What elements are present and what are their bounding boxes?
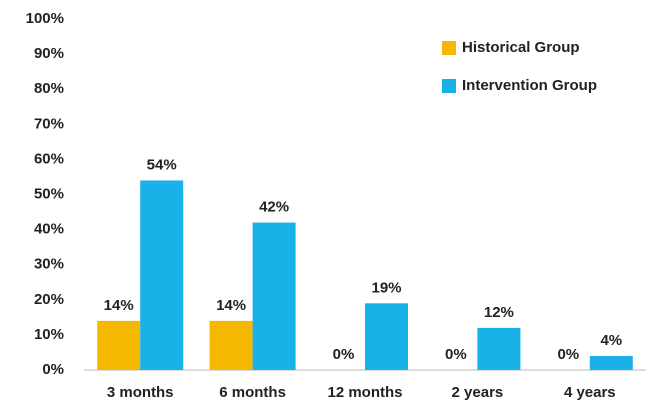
data-label: 12% <box>484 304 514 321</box>
data-label: 4% <box>600 332 622 349</box>
data-label: 14% <box>216 297 246 314</box>
data-label: 0% <box>557 346 579 363</box>
legend-label: Intervention Group <box>462 77 597 94</box>
y-tick-label: 80% <box>34 80 64 97</box>
legend-swatch <box>442 79 456 93</box>
data-label: 19% <box>371 279 401 296</box>
y-tick-label: 10% <box>34 326 64 343</box>
y-tick-label: 70% <box>34 115 64 132</box>
y-tick-label: 100% <box>26 10 64 27</box>
y-tick-label: 90% <box>34 45 64 62</box>
data-label: 14% <box>104 297 134 314</box>
x-tick-label: 2 years <box>452 384 504 401</box>
x-tick-label: 6 months <box>219 384 286 401</box>
legend-label: Historical Group <box>462 39 580 56</box>
bar <box>97 320 141 370</box>
bar <box>365 303 408 370</box>
data-label: 0% <box>333 346 355 363</box>
data-label: 54% <box>147 156 177 173</box>
y-tick-label: 60% <box>34 150 64 167</box>
x-tick-label: 3 months <box>107 384 174 401</box>
data-label: 42% <box>259 199 289 216</box>
y-tick-label: 40% <box>34 221 64 238</box>
bar <box>252 222 296 370</box>
y-tick-label: 30% <box>34 256 64 273</box>
bar <box>209 320 253 370</box>
y-tick-label: 50% <box>34 185 64 202</box>
data-label: 0% <box>445 346 467 363</box>
bar <box>140 180 184 370</box>
x-tick-label: 12 months <box>327 384 402 401</box>
legend-swatch <box>442 41 456 55</box>
y-tick-label: 20% <box>34 291 64 308</box>
bar <box>589 355 633 370</box>
x-tick-label: 4 years <box>564 384 616 401</box>
y-tick-label: 0% <box>42 361 64 378</box>
bar <box>477 327 521 370</box>
